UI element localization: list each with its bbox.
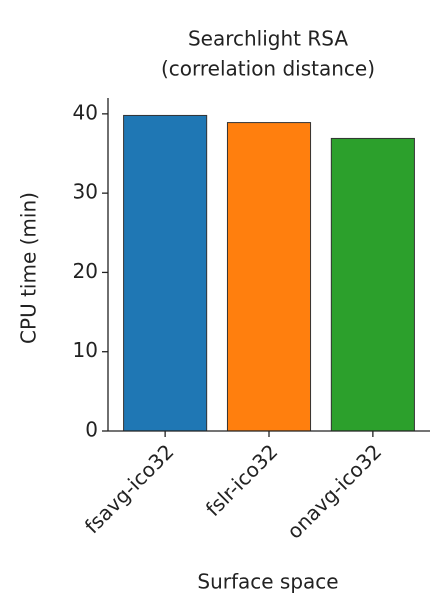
bar (123, 114, 208, 432)
y-tick-label: 10 (73, 338, 98, 362)
bar (330, 137, 415, 432)
y-tick-label: 40 (73, 100, 98, 124)
bar (226, 122, 312, 432)
y-axis-label: CPU time (min) (17, 192, 41, 344)
y-tick-label: 20 (73, 259, 98, 283)
y-tick-label: 0 (85, 418, 98, 442)
chart-title: Searchlight RSA (188, 27, 348, 51)
y-tick-label: 30 (73, 180, 98, 204)
x-tick-label: fsavg-ico32 (80, 439, 179, 538)
x-tick-label: fslr-ico32 (201, 439, 283, 521)
x-tick-label: onavg-ico32 (282, 439, 386, 543)
x-axis-label: Surface space (197, 570, 338, 594)
chart-title: (correlation distance) (161, 57, 375, 81)
